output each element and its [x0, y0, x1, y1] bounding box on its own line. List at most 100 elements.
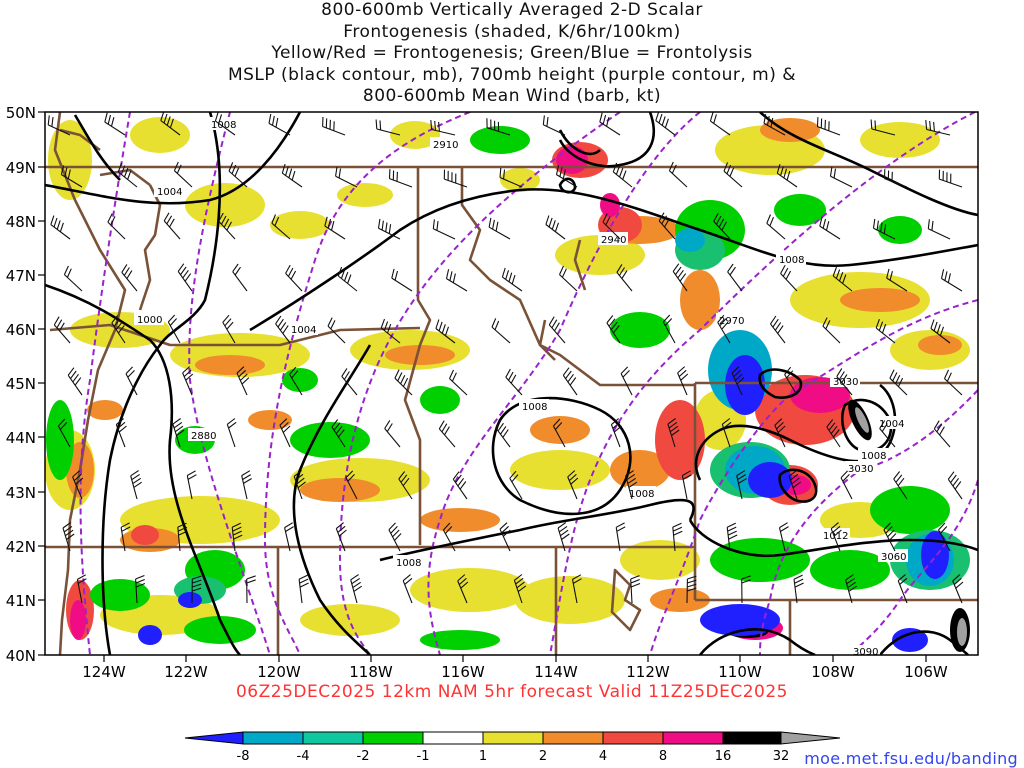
height-contour — [759, 389, 978, 655]
colorbar-tick-label: 8 — [659, 749, 667, 764]
wind-barb — [793, 574, 804, 604]
wind-barb — [394, 369, 413, 396]
wind-barb — [488, 217, 511, 240]
colorbar-max-arrow — [780, 731, 841, 745]
wind-barb — [893, 471, 908, 500]
lon-label: 112W — [626, 663, 670, 681]
wind-barb — [845, 574, 858, 604]
wind-barb — [402, 574, 413, 604]
wind-barb — [335, 522, 347, 552]
height-label: 3060 — [878, 549, 908, 563]
svg-text:1004: 1004 — [157, 187, 182, 198]
wind-barb — [331, 419, 346, 448]
height-label: 2940 — [598, 232, 628, 246]
mslp-contour — [45, 112, 302, 205]
wind-barb — [135, 574, 146, 604]
wind-barb — [279, 418, 291, 448]
wind-barb — [567, 470, 579, 500]
frontogenesis-shading — [45, 117, 970, 652]
svg-text:2880: 2880 — [191, 431, 216, 442]
lon-label: 116W — [441, 663, 485, 681]
wind-barb — [241, 470, 252, 500]
wind-barb — [222, 314, 236, 344]
geographic-boundaries — [45, 112, 978, 655]
svg-text:1012: 1012 — [823, 531, 848, 542]
wind-barb — [430, 120, 456, 136]
wind-barb — [677, 366, 689, 396]
wind-barb — [655, 112, 676, 136]
wind-barb — [63, 265, 83, 292]
wind-barb — [268, 113, 291, 136]
wind-barb — [72, 470, 84, 500]
colorbar-bin — [422, 731, 484, 745]
colorbar-bin — [662, 731, 724, 745]
wind-barb — [125, 366, 138, 396]
wind-barb — [938, 169, 963, 188]
colorbar-tick-label: -2 — [357, 749, 370, 764]
wind-barb — [513, 574, 527, 604]
mslp-contour — [45, 283, 241, 655]
wind-barb — [672, 263, 688, 292]
wind-barb — [883, 522, 897, 552]
wind-barb — [875, 319, 896, 344]
map-title: 800-600mb Vertically Averaged 2-D Scalar… — [0, 0, 1024, 108]
wind-barb — [214, 112, 236, 136]
mslp-labels: 1008 1004 1000 1004 1008 1008 1008 1004 … — [134, 117, 906, 569]
wind-barb — [778, 522, 789, 552]
svg-text:1008: 1008 — [779, 255, 804, 266]
wind-barb — [57, 418, 71, 448]
wind-barb — [350, 574, 363, 604]
wind-barb — [495, 419, 511, 448]
title-line: MSLP (black contour, mb), 700mb height (… — [227, 64, 797, 85]
wind-barb — [191, 575, 202, 604]
wind-barb — [115, 418, 127, 448]
wind-barb — [741, 575, 751, 604]
wind-barb — [173, 161, 193, 188]
wind-barb — [438, 420, 456, 448]
wind-barb — [770, 315, 786, 344]
height-label: 3090 — [850, 645, 880, 655]
wind-barb — [681, 470, 692, 500]
wind-barb — [121, 264, 138, 292]
svg-text:1004: 1004 — [291, 325, 316, 336]
wind-barb — [829, 166, 853, 188]
wind-barb — [499, 167, 523, 188]
wind-barb — [228, 162, 248, 188]
wind-barb — [445, 269, 468, 292]
colorbar: -8 -4 -2 -1 1 2 4 8 16 32 — [184, 731, 841, 764]
height-contour — [849, 479, 978, 655]
wind-barb — [491, 318, 511, 344]
wind-barb — [380, 318, 401, 344]
svg-text:2940: 2940 — [601, 235, 626, 246]
wind-barb — [322, 116, 346, 136]
wind-barb — [822, 317, 841, 344]
coastline — [53, 112, 127, 655]
wind-barb — [717, 314, 731, 344]
map-panel: 1008 1004 1000 1004 1008 1008 1008 1004 … — [45, 112, 978, 655]
wind-barb — [289, 366, 303, 396]
colorbar-tick-label: 16 — [715, 749, 732, 764]
mslp-contour — [840, 398, 893, 453]
wind-barb — [275, 315, 291, 344]
wind-barb — [819, 216, 841, 240]
lon-label: 106W — [904, 663, 948, 681]
wa-or-border — [49, 323, 421, 347]
colorbar-tick-label: 2 — [539, 749, 547, 764]
mslp-contour — [73, 114, 121, 181]
wind-barb — [345, 470, 358, 500]
idaho-montana-border — [460, 167, 695, 387]
svg-text:1008: 1008 — [522, 402, 547, 413]
lat-label: 42N — [6, 538, 36, 556]
wind-barb — [723, 162, 743, 188]
wind-barb — [662, 314, 676, 344]
wind-barb — [246, 575, 256, 604]
wind-barb — [940, 269, 963, 292]
wind-barb — [384, 420, 401, 448]
mslp-contour — [558, 112, 655, 168]
source-credit-link[interactable]: moe.met.fsu.edu/banding — [804, 749, 1018, 768]
mslp-label: 1008 — [393, 555, 423, 569]
wind-barb — [872, 218, 896, 240]
wind-barb — [788, 470, 801, 500]
wind-barb — [630, 575, 641, 604]
